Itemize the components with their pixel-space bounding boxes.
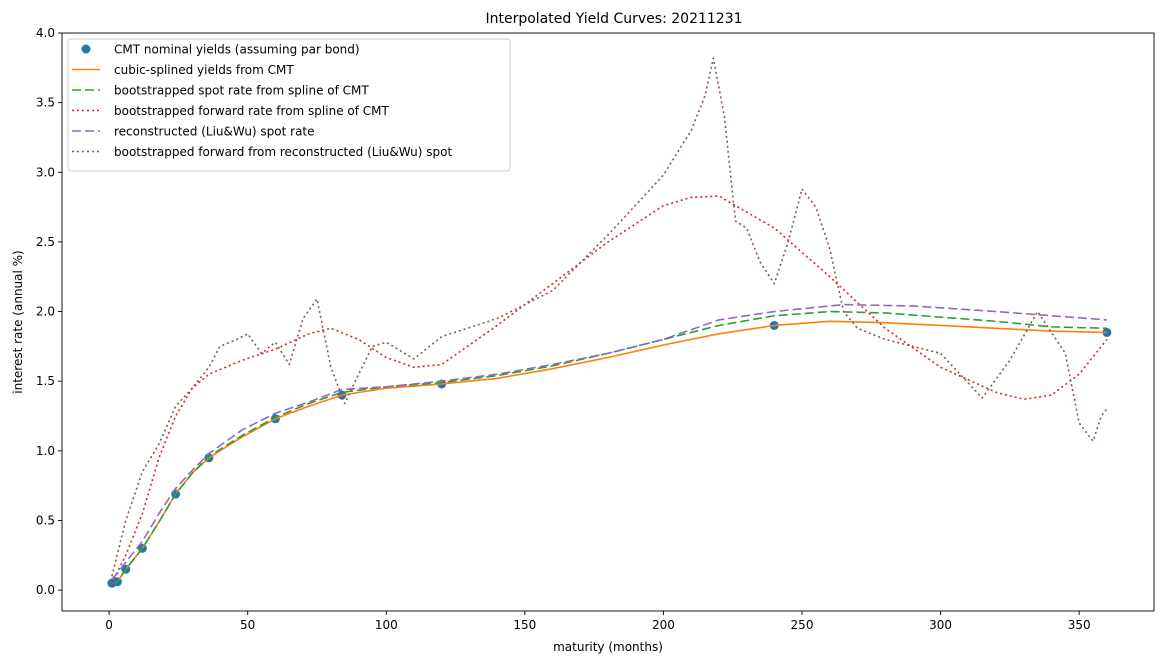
legend-marker bbox=[81, 44, 91, 54]
legend-entry: reconstructed (Liu&Wu) spot rate bbox=[72, 125, 315, 139]
x-tick-label: 100 bbox=[375, 618, 398, 632]
x-tick-label: 50 bbox=[240, 618, 255, 632]
x-tick-label: 150 bbox=[513, 618, 536, 632]
legend-label: CMT nominal yields (assuming par bond) bbox=[114, 43, 360, 57]
x-tick-label: 350 bbox=[1068, 618, 1091, 632]
y-tick-label: 1.5 bbox=[36, 374, 55, 388]
legend-label: bootstrapped forward from reconstructed … bbox=[114, 145, 452, 159]
x-tick-label: 0 bbox=[105, 618, 113, 632]
plot-frame bbox=[61, 32, 1155, 612]
y-tick-label: 0.5 bbox=[36, 513, 55, 527]
legend: CMT nominal yields (assuming par bond) cu… bbox=[67, 38, 511, 172]
y-tick-label: 4.0 bbox=[36, 26, 55, 40]
legend-entry: bootstrapped forward from reconstructed … bbox=[72, 145, 452, 159]
series-line-3 bbox=[111, 195, 1108, 584]
legend-entry: bootstrapped forward rate from spline of… bbox=[72, 104, 390, 118]
legend-label: cubic-splined yields from CMT bbox=[114, 63, 294, 77]
y-tick-label: 1.0 bbox=[36, 444, 55, 458]
x-tick-label: 250 bbox=[791, 618, 814, 632]
y-tick-label: 2.5 bbox=[36, 235, 55, 249]
legend-box bbox=[67, 38, 511, 172]
legend-label: bootstrapped spot rate from spline of CM… bbox=[114, 84, 369, 98]
legend-entry: cubic-splined yields from CMT bbox=[72, 63, 294, 77]
y-tick-label: 3.5 bbox=[36, 96, 55, 110]
series-line-4 bbox=[111, 303, 1107, 580]
y-axis-label: interest rate (annual %) bbox=[11, 250, 25, 393]
x-tick-label: 300 bbox=[929, 618, 952, 632]
legend-entry: bootstrapped spot rate from spline of CM… bbox=[72, 84, 369, 98]
legend-label: reconstructed (Liu&Wu) spot rate bbox=[114, 125, 315, 139]
y-tick-label: 2.0 bbox=[36, 305, 55, 319]
y-tick-label: 3.0 bbox=[36, 165, 55, 179]
series-line-5 bbox=[111, 57, 1108, 577]
x-axis-label: maturity (months) bbox=[553, 640, 663, 654]
x-tick-label: 200 bbox=[652, 618, 675, 632]
legend-label: bootstrapped forward rate from spline of… bbox=[114, 104, 390, 118]
y-tick-label: 0.0 bbox=[36, 583, 55, 597]
chart-title: Interpolated Yield Curves: 20211231 bbox=[485, 11, 742, 27]
legend-entry: CMT nominal yields (assuming par bond) bbox=[81, 43, 360, 57]
